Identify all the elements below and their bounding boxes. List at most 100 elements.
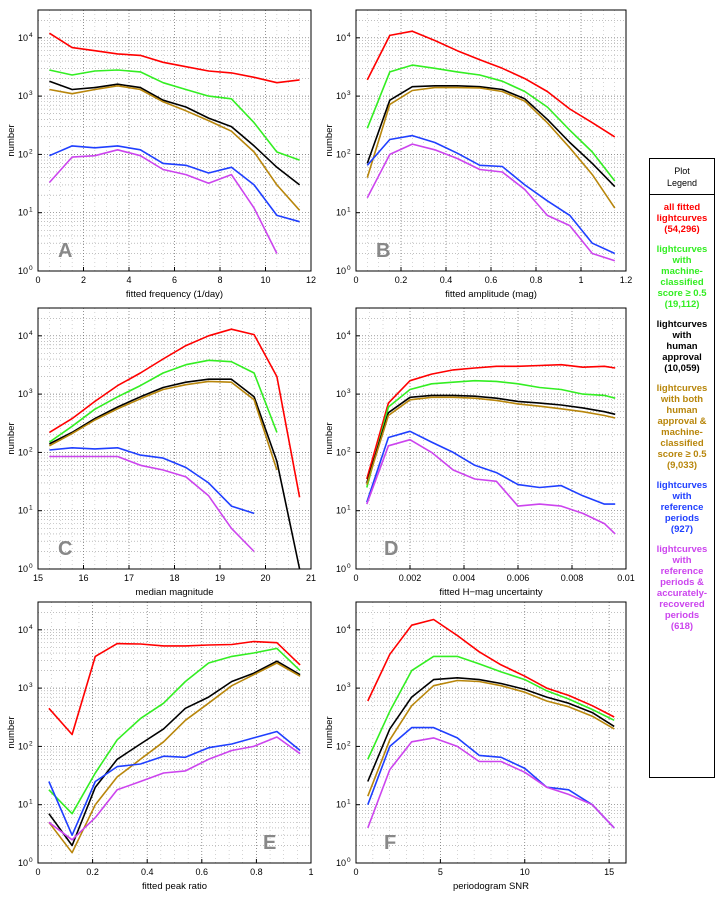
x-tick-label: 19	[215, 573, 225, 583]
y-tick-label: 10	[336, 389, 346, 399]
legend-entry-line: with both	[660, 394, 704, 405]
x-tick-label: 0.004	[453, 573, 476, 583]
y-tick-exponent: 0	[29, 857, 33, 864]
legend-entry-line: lightcurves	[656, 244, 708, 255]
y-tick-exponent: 4	[347, 624, 351, 631]
series-line	[48, 359, 278, 443]
legend-entry-line: lightcurves	[656, 383, 708, 394]
x-axis-label: periodogram SNR	[453, 881, 529, 892]
series-line	[366, 394, 616, 484]
legend-entry-line: (618)	[670, 621, 694, 632]
y-tick-exponent: 3	[347, 682, 351, 689]
legend-entry-line: (10,059)	[664, 363, 700, 374]
x-axis-label: fitted peak ratio	[142, 881, 207, 892]
x-tick-label: 1.2	[620, 275, 633, 285]
x-tick-label: 21	[306, 573, 316, 583]
series-line	[48, 328, 301, 498]
legend-entry-line: classified	[660, 438, 704, 449]
x-tick-label: 0.8	[250, 867, 263, 877]
x-tick-label: 0.006	[507, 573, 530, 583]
y-tick-label: 10	[18, 858, 28, 868]
series-line	[48, 736, 301, 841]
y-tick-label: 10	[18, 564, 28, 574]
x-tick-label: 20	[260, 573, 270, 583]
panel-letter: C	[58, 538, 72, 560]
y-tick-label: 10	[336, 506, 346, 516]
legend-entry-line: reference	[660, 502, 704, 513]
legend-entry-line: periods &	[660, 577, 704, 588]
y-tick-label: 10	[336, 858, 346, 868]
legend-entry-line: human	[666, 341, 698, 352]
x-tick-label: 0.4	[440, 275, 453, 285]
y-tick-label: 10	[18, 331, 28, 341]
legend-entry-line: periods	[664, 610, 700, 621]
y-tick-label: 10	[18, 625, 28, 635]
series-line	[366, 30, 616, 138]
plot-legend: Plot Legend all fitted lightcurves (54,296…	[649, 158, 715, 778]
series-line	[366, 64, 616, 182]
x-axis-label: fitted H−mag uncertainty	[439, 587, 542, 598]
x-tick-label: 5	[438, 867, 443, 877]
x-tick-label: 4	[126, 275, 131, 285]
y-axis-label: number	[324, 124, 335, 156]
x-axis-label: median magnitude	[135, 587, 213, 598]
x-tick-label: 1	[308, 867, 313, 877]
legend-entry: lightcurves with reference periods & accurat…	[650, 544, 714, 632]
y-tick-label: 10	[336, 266, 346, 276]
x-tick-label: 0.002	[399, 573, 422, 583]
y-tick-exponent: 1	[347, 505, 351, 512]
y-tick-exponent: 2	[29, 148, 33, 155]
panel-letter: D	[384, 538, 398, 560]
y-axis-label: number	[6, 124, 17, 156]
y-tick-label: 10	[336, 625, 346, 635]
y-tick-label: 10	[18, 91, 28, 101]
y-tick-exponent: 0	[347, 563, 351, 570]
legend-entry-line: with	[672, 255, 692, 266]
y-tick-exponent: 3	[347, 90, 351, 97]
y-tick-exponent: 1	[347, 799, 351, 806]
series-line	[366, 85, 616, 188]
legend-entry-line: approval	[662, 352, 702, 363]
y-axis-label: number	[324, 716, 335, 748]
y-tick-exponent: 0	[347, 265, 351, 272]
y-tick-exponent: 3	[29, 388, 33, 395]
axes-box	[355, 307, 627, 570]
y-axis-label: number	[324, 422, 335, 454]
y-tick-exponent: 0	[347, 857, 351, 864]
x-tick-label: 0.4	[141, 867, 154, 877]
series-line	[367, 676, 615, 782]
y-tick-exponent: 1	[347, 207, 351, 214]
legend-entry-line: machine-	[661, 427, 703, 438]
series-line	[366, 143, 616, 262]
y-tick-label: 10	[336, 331, 346, 341]
legend-entry-line: human	[666, 405, 698, 416]
legend-entry-line: lightcurves	[656, 480, 708, 491]
legend-entry-line: recovered	[659, 599, 705, 610]
panel-letter: F	[384, 832, 396, 854]
series-line	[367, 618, 615, 718]
x-tick-label: 0.8	[530, 275, 543, 285]
series-line	[48, 730, 301, 837]
y-tick-label: 10	[336, 564, 346, 574]
legend-entry: lightcurves with machine-classified score ≥…	[650, 244, 714, 310]
y-tick-label: 10	[336, 149, 346, 159]
legend-title-line2: Legend	[666, 178, 698, 188]
y-tick-exponent: 1	[29, 505, 33, 512]
series-line	[49, 380, 278, 471]
y-tick-exponent: 2	[347, 740, 351, 747]
series-line	[366, 396, 616, 485]
legend-entry-line: classified	[660, 277, 704, 288]
series-line	[49, 85, 301, 211]
panel-letter: A	[58, 240, 72, 262]
y-tick-exponent: 0	[29, 265, 33, 272]
legend-entry-line: with	[672, 491, 692, 502]
y-tick-exponent: 2	[29, 446, 33, 453]
series-line	[367, 679, 615, 797]
legend-entry-line: periods	[664, 513, 700, 524]
y-tick-exponent: 4	[347, 330, 351, 337]
series-line	[48, 149, 278, 254]
series-line	[48, 647, 301, 815]
x-tick-label: 2	[81, 275, 86, 285]
series-line	[49, 145, 300, 223]
series-line	[49, 69, 300, 161]
